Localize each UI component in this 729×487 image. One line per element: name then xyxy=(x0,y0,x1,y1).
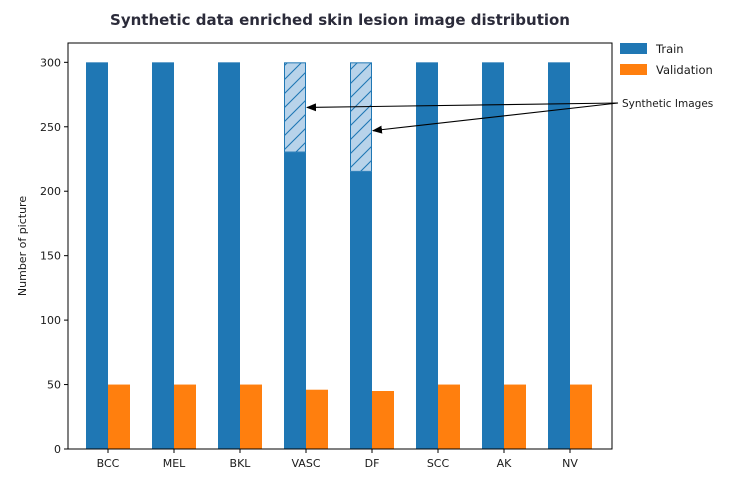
bars-group xyxy=(86,62,592,450)
bar-train-vasc xyxy=(284,152,306,450)
x-axis-ticks: BCC MEL BKL VASC DF SCC AK NV xyxy=(97,449,578,470)
synthetic-segment-vasc xyxy=(284,62,306,153)
y-tick-label-300: 300 xyxy=(40,56,61,69)
bar-validation-scc xyxy=(438,384,460,449)
x-tick-label-nv: NV xyxy=(562,457,578,470)
annotation-label: Synthetic Images xyxy=(622,98,713,110)
synthetic-images-annotation: Synthetic Images xyxy=(306,98,713,134)
bar-validation-ak xyxy=(504,384,526,449)
bar-train-mel xyxy=(152,62,174,449)
bar-train-nv xyxy=(548,62,570,449)
y-tick-label-100: 100 xyxy=(40,314,61,327)
y-tick-label-50: 50 xyxy=(47,379,61,392)
bar-validation-nv xyxy=(570,384,592,449)
x-tick-label-bkl: BKL xyxy=(230,457,252,470)
y-axis-ticks: 0 50 100 150 200 250 300 xyxy=(40,56,68,456)
bar-validation-bkl xyxy=(240,384,262,449)
synthetic-segments-group xyxy=(284,62,372,172)
bar-validation-bcc xyxy=(108,384,130,449)
x-tick-label-vasc: VASC xyxy=(291,457,320,470)
y-tick-label-0: 0 xyxy=(54,443,61,456)
bar-validation-mel xyxy=(174,384,196,449)
x-tick-label-df: DF xyxy=(365,457,380,470)
legend-swatch-train xyxy=(620,43,647,54)
y-tick-label-150: 150 xyxy=(40,250,61,263)
y-axis-label: Number of picture xyxy=(16,196,29,296)
legend: Train Validation xyxy=(620,42,713,77)
legend-swatch-validation xyxy=(620,64,647,75)
bar-train-bcc xyxy=(86,62,108,449)
bar-validation-df xyxy=(372,391,394,449)
annotation-arrow-df xyxy=(372,102,619,134)
x-tick-label-mel: MEL xyxy=(163,457,186,470)
x-tick-label-bcc: BCC xyxy=(97,457,120,470)
legend-label-validation: Validation xyxy=(656,63,713,77)
annotation-arrow-vasc xyxy=(306,102,619,112)
y-tick-label-200: 200 xyxy=(40,185,61,198)
legend-label-train: Train xyxy=(655,42,684,56)
x-tick-label-scc: SCC xyxy=(427,457,450,470)
bar-train-ak xyxy=(482,62,504,449)
x-tick-label-ak: AK xyxy=(497,457,513,470)
bar-validation-vasc xyxy=(306,389,328,449)
bar-train-df xyxy=(350,171,372,449)
plot-frame xyxy=(67,42,613,450)
bar-train-scc xyxy=(416,62,438,449)
synthetic-segment-df xyxy=(350,62,372,172)
bar-train-bkl xyxy=(218,62,240,449)
y-tick-label-250: 250 xyxy=(40,121,61,134)
chart-title: Synthetic data enriched skin lesion imag… xyxy=(110,11,570,29)
